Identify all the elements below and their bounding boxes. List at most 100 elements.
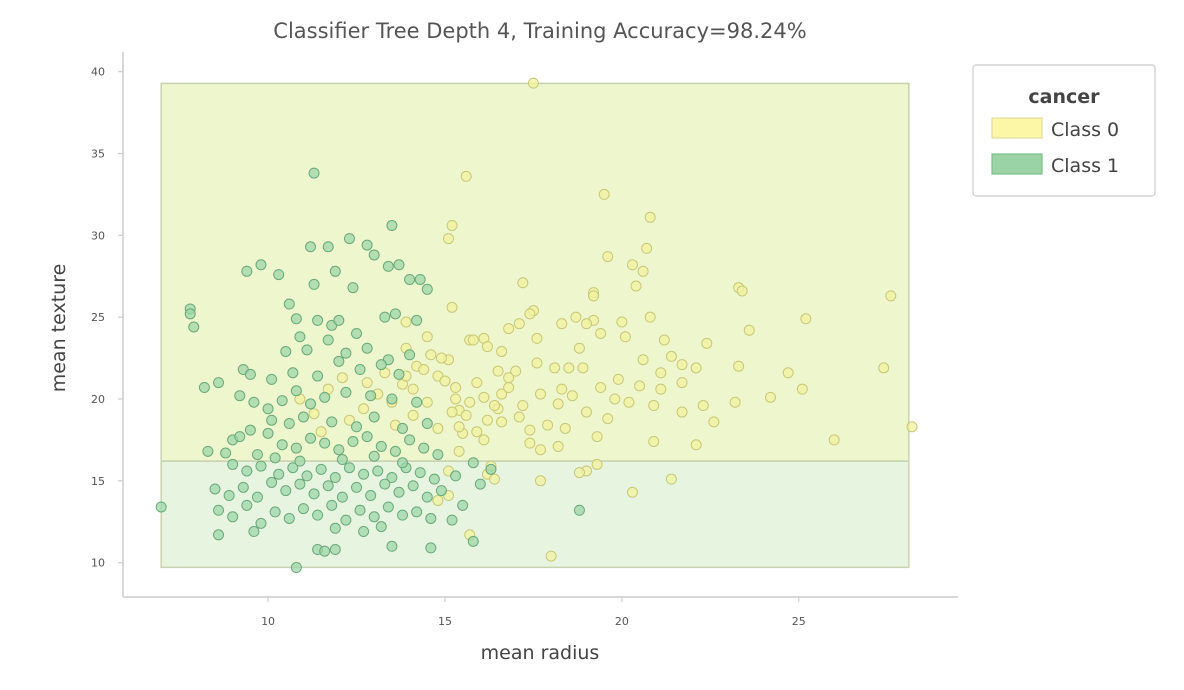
scatter-point-class-0 — [513, 411, 525, 423]
scatter-point-class-0 — [513, 318, 525, 330]
scatter-point-class-1 — [393, 259, 405, 271]
scatter-point-class-0 — [644, 211, 656, 223]
scatter-point-class-1 — [404, 349, 416, 361]
scatter-point-class-1 — [244, 424, 256, 436]
scatter-point-class-0 — [358, 403, 370, 415]
scatter-point-class-1 — [329, 472, 341, 484]
scatter-point-class-0 — [446, 406, 458, 418]
scatter-point-class-0 — [570, 311, 582, 323]
scatter-point-class-1 — [358, 468, 370, 480]
scatter-point-class-0 — [626, 259, 638, 271]
scatter-point-class-0 — [407, 409, 419, 421]
scatter-point-class-1 — [305, 398, 317, 410]
scatter-point-class-1 — [155, 501, 167, 513]
scatter-point-class-0 — [432, 422, 444, 434]
scatter-point-class-1 — [421, 491, 433, 503]
scatter-point-class-1 — [301, 470, 313, 482]
y-tick-label: 20 — [91, 393, 105, 406]
scatter-point-class-1 — [414, 273, 426, 285]
scatter-point-class-1 — [202, 445, 214, 457]
scatter-point-class-0 — [619, 331, 631, 343]
scatter-point-class-1 — [407, 480, 419, 492]
scatter-point-class-1 — [354, 504, 366, 516]
scatter-point-class-1 — [333, 444, 345, 456]
scatter-point-class-1 — [474, 478, 486, 490]
scatter-point-class-0 — [690, 439, 702, 451]
legend-label-class-0: Class 0 — [1051, 119, 1119, 141]
scatter-point-class-1 — [294, 455, 306, 467]
scatter-point-class-1 — [361, 239, 373, 251]
scatter-point-class-0 — [503, 323, 515, 335]
scatter-point-class-0 — [878, 362, 890, 374]
scatter-point-class-0 — [644, 311, 656, 323]
scatter-point-class-1 — [269, 452, 281, 464]
scatter-point-class-1 — [365, 390, 377, 402]
scatter-point-class-0 — [527, 77, 539, 89]
scatter-point-class-0 — [535, 475, 546, 487]
scatter-point-class-1 — [428, 473, 440, 485]
scatter-point-class-1 — [184, 308, 196, 320]
scatter-point-class-0 — [655, 367, 667, 379]
scatter-point-class-0 — [588, 290, 600, 302]
scatter-point-class-1 — [336, 491, 348, 503]
scatter-point-class-0 — [701, 337, 713, 349]
scatter-point-class-0 — [531, 357, 543, 369]
scatter-point-class-1 — [368, 411, 380, 423]
scatter-point-class-0 — [549, 362, 561, 374]
scatter-point-class-1 — [280, 485, 292, 497]
y-axis-label: mean texture — [48, 264, 70, 393]
scatter-point-class-1 — [421, 283, 433, 295]
scatter-point-class-0 — [418, 364, 430, 376]
scatter-point-class-0 — [697, 400, 709, 412]
scatter-point-class-0 — [545, 550, 557, 562]
scatter-point-class-1 — [467, 535, 479, 547]
scatter-point-class-0 — [481, 341, 493, 353]
scatter-point-class-0 — [885, 290, 897, 302]
scatter-point-class-0 — [524, 437, 536, 449]
scatter-point-class-0 — [552, 440, 564, 452]
scatter-point-class-1 — [308, 278, 320, 290]
scatter-point-class-1 — [450, 470, 462, 482]
scatter-point-class-0 — [478, 434, 490, 446]
scatter-point-class-1 — [351, 481, 363, 493]
scatter-point-class-1 — [283, 512, 295, 524]
scatter-point-class-0 — [407, 383, 419, 395]
scatter-point-class-1 — [358, 526, 370, 538]
scatter-point-class-0 — [743, 324, 755, 336]
scatter-point-class-0 — [450, 382, 462, 394]
scatter-point-class-1 — [379, 311, 391, 323]
scatter-point-class-0 — [421, 331, 433, 343]
scatter-point-class-1 — [457, 499, 469, 511]
scatter-point-class-1 — [354, 364, 366, 376]
scatter-point-class-1 — [435, 485, 447, 497]
scatter-point-class-0 — [524, 424, 536, 436]
scatter-point-class-1 — [276, 395, 288, 407]
scatter-point-class-1 — [241, 265, 253, 277]
scatter-point-class-1 — [248, 396, 260, 408]
scatter-point-class-0 — [623, 396, 635, 408]
scatter-point-class-0 — [598, 188, 610, 200]
scatter-point-class-1 — [266, 476, 278, 488]
scatter-point-class-1 — [255, 460, 267, 472]
scatter-point-class-1 — [251, 491, 263, 503]
scatter-point-class-1 — [421, 418, 433, 430]
scatter-point-class-0 — [676, 377, 688, 389]
scatter-point-class-1 — [319, 391, 331, 403]
scatter-point-class-0 — [577, 362, 589, 374]
x-axis-ticks: 10 15 20 25 — [261, 597, 806, 628]
scatter-point-class-1 — [365, 490, 377, 502]
scatter-point-class-1 — [389, 308, 401, 320]
scatter-point-class-1 — [305, 432, 317, 444]
scatter-point-class-0 — [828, 434, 840, 446]
scatter-point-class-0 — [421, 396, 433, 408]
scatter-point-class-0 — [443, 233, 455, 245]
scatter-point-class-1 — [213, 377, 225, 389]
y-tick-label: 40 — [91, 66, 105, 79]
scatter-point-class-1 — [361, 342, 373, 354]
scatter-point-class-0 — [648, 400, 660, 412]
x-tick-label: 20 — [615, 615, 629, 628]
scatter-point-class-0 — [400, 316, 412, 328]
scatter-point-class-0 — [471, 426, 483, 438]
scatter-point-class-0 — [453, 421, 465, 433]
scatter-point-class-1 — [280, 346, 292, 358]
